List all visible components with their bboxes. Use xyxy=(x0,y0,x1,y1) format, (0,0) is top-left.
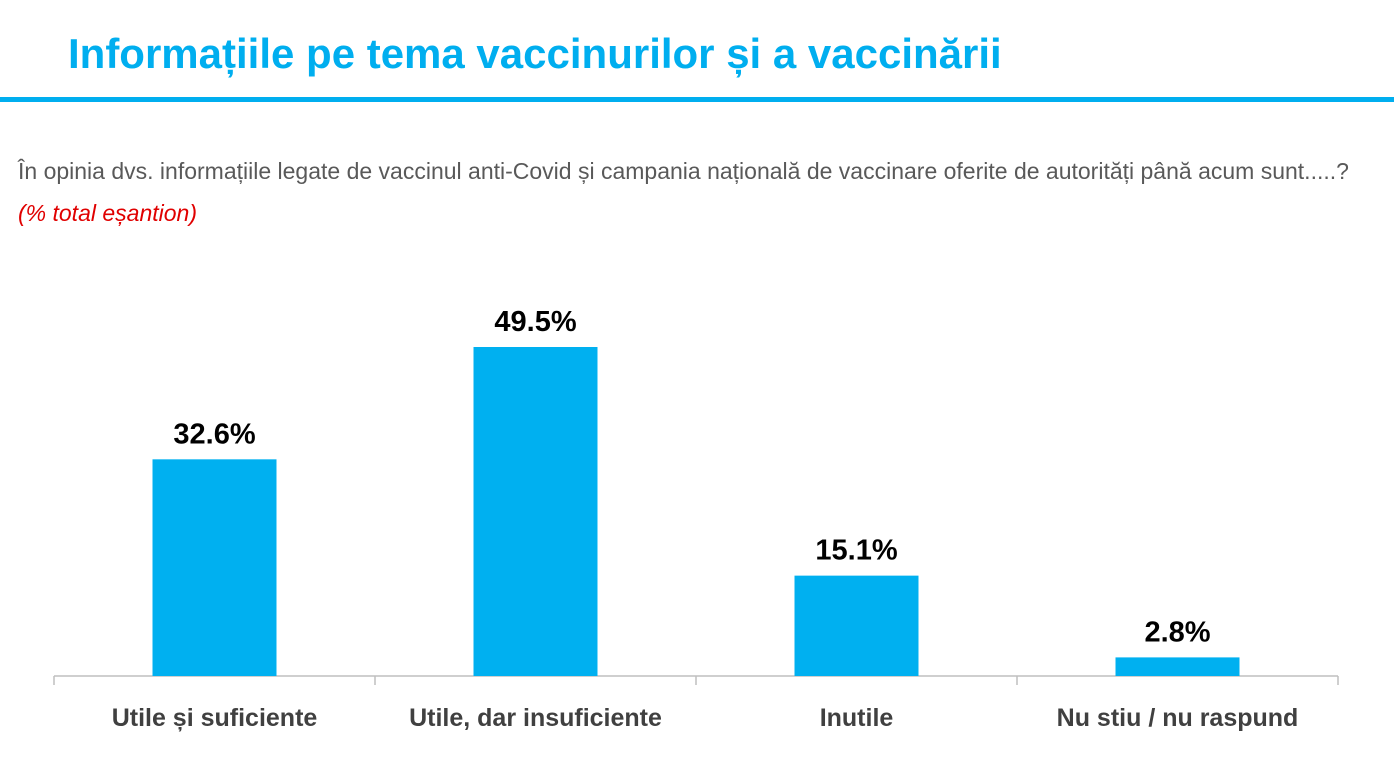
bar xyxy=(152,459,277,676)
category-label: Inutile xyxy=(820,704,894,732)
data-label: 15.1% xyxy=(815,535,897,567)
survey-question: În opinia dvs. informațiile legate de va… xyxy=(18,150,1368,234)
category-label: Utile și suficiente xyxy=(112,704,318,732)
data-label: 2.8% xyxy=(1144,616,1210,648)
page-title: Informațiile pe tema vaccinurilor și a v… xyxy=(68,30,1002,77)
bar xyxy=(1115,657,1240,676)
title-divider xyxy=(0,97,1394,102)
data-label: 32.6% xyxy=(173,418,255,450)
question-text: În opinia dvs. informațiile legate de va… xyxy=(18,158,1349,184)
category-label: Nu stiu / nu raspund xyxy=(1057,704,1299,732)
bar xyxy=(794,575,919,676)
data-label: 49.5% xyxy=(494,306,576,338)
category-label: Utile, dar insuficiente xyxy=(409,704,662,732)
bar xyxy=(473,347,598,676)
sample-note: (% total eșantion) xyxy=(18,200,197,226)
